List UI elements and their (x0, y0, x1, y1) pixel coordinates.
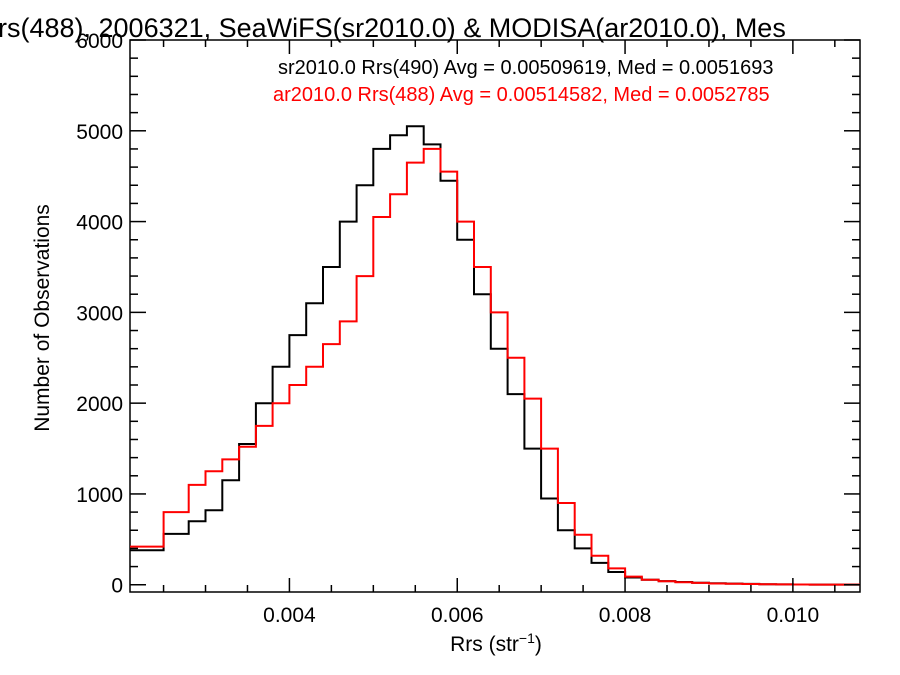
series-sr2010-line (130, 125, 860, 586)
y-tick-label: 5000 (76, 121, 123, 144)
x-axis-label-sup: −1 (519, 630, 535, 646)
x-tick-label: 0.004 (263, 604, 316, 627)
y-tick-label: 0 (111, 575, 123, 598)
y-tick-label: 2000 (76, 393, 123, 416)
legend-entry-sr2010: sr2010.0 Rrs(490) Avg = 0.00509619, Med … (278, 57, 774, 79)
series-layer (130, 125, 860, 586)
x-axis-label-main: Rrs (str (450, 633, 519, 656)
y-tick-label: 4000 (76, 212, 123, 235)
chart-title: rs(488), 2006321, SeaWiFS(sr2010.0) & MO… (0, 13, 786, 43)
y-axis-label: Number of Observations (31, 204, 54, 432)
y-tick-label: 1000 (76, 484, 123, 507)
x-tick-label: 0.006 (431, 604, 484, 627)
y-tick-label: 6000 (76, 30, 123, 53)
x-tick-label: 0.008 (599, 604, 652, 627)
x-axis: 0.004 0.006 0.008 0.010 (162, 40, 836, 627)
y-axis: 0 1000 2000 3000 4000 5000 6000 (76, 30, 860, 598)
plot-frame (129, 39, 861, 593)
legend-entry-ar2010: ar2010.0 Rrs(488) Avg = 0.00514582, Med … (273, 84, 770, 106)
x-axis-label-close: ) (535, 633, 542, 656)
y-tick-label: 3000 (76, 302, 123, 325)
x-axis-label: Rrs (str−1) (450, 630, 542, 656)
x-tick-label: 0.010 (767, 604, 820, 627)
plot-border (129, 39, 861, 593)
series-ar2010-line (130, 147, 860, 586)
